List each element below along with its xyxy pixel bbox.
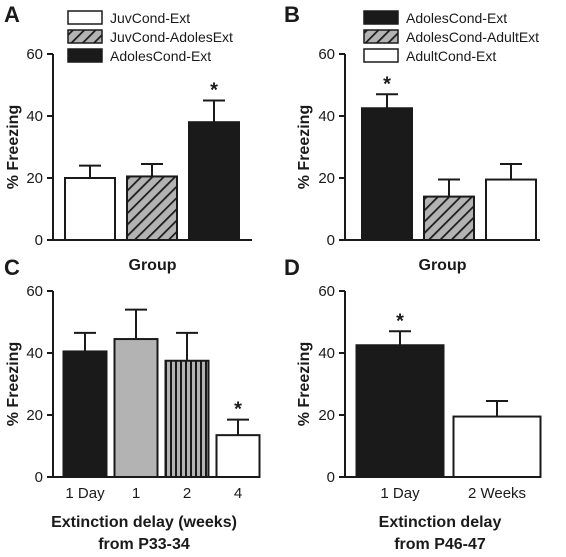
bar bbox=[452, 415, 542, 478]
legend-swatch bbox=[363, 48, 399, 63]
x-tick-label: 1 Day bbox=[380, 485, 420, 502]
bar bbox=[485, 178, 537, 242]
y-tick-label: 60 bbox=[318, 283, 335, 300]
y-tick-label: 20 bbox=[318, 170, 335, 187]
y-tick-label: 40 bbox=[26, 108, 43, 125]
y-tick-label: 40 bbox=[26, 345, 43, 362]
x-axis-title-line2: from P33-34 bbox=[98, 536, 190, 553]
y-tick-label: 0 bbox=[35, 469, 43, 486]
bar bbox=[355, 344, 445, 478]
y-tick-label: 40 bbox=[318, 345, 335, 362]
x-axis-title-line2: from P46-47 bbox=[394, 536, 486, 553]
x-tick-label: 2 Weeks bbox=[468, 485, 526, 502]
x-axis-title: Extinction delay bbox=[379, 514, 502, 531]
legend-label: AdultCond-Ext bbox=[406, 48, 496, 64]
significance-star: * bbox=[383, 73, 391, 95]
panel-letter: C bbox=[4, 255, 20, 280]
y-tick-label: 0 bbox=[327, 469, 335, 486]
x-axis-title: Group bbox=[129, 257, 177, 274]
y-tick-label: 0 bbox=[327, 232, 335, 249]
y-tick-label: 60 bbox=[318, 46, 335, 63]
significance-star: * bbox=[210, 80, 218, 102]
legend-swatch bbox=[67, 48, 103, 63]
y-axis-title: % Freezing bbox=[296, 105, 313, 189]
bar bbox=[215, 434, 261, 478]
significance-star: * bbox=[396, 310, 404, 332]
y-tick-label: 60 bbox=[26, 46, 43, 63]
y-axis-title: % Freezing bbox=[296, 342, 313, 426]
legend-swatch bbox=[67, 29, 103, 44]
panel-letter: A bbox=[4, 2, 20, 27]
y-axis-title: % Freezing bbox=[5, 105, 22, 189]
legend-swatch bbox=[363, 10, 399, 25]
bar bbox=[64, 177, 116, 241]
x-tick-label: 2 bbox=[183, 485, 191, 502]
y-tick-label: 20 bbox=[26, 407, 43, 424]
y-axis-title: % Freezing bbox=[5, 342, 22, 426]
bar bbox=[164, 359, 210, 478]
significance-star: * bbox=[234, 399, 242, 421]
legend-swatch bbox=[363, 29, 399, 44]
bar bbox=[423, 195, 475, 242]
y-tick-label: 20 bbox=[318, 407, 335, 424]
x-tick-label: 1 bbox=[132, 485, 140, 502]
y-tick-label: 0 bbox=[35, 232, 43, 249]
y-tick-label: 20 bbox=[26, 170, 43, 187]
legend-label: JuvCond-AdolesExt bbox=[110, 29, 233, 45]
bar bbox=[188, 121, 240, 241]
x-axis-title: Group bbox=[419, 257, 467, 274]
legend-label: AdolesCond-AdultExt bbox=[406, 29, 539, 45]
y-tick-label: 60 bbox=[26, 283, 43, 300]
bar bbox=[361, 107, 413, 241]
bar bbox=[126, 175, 178, 241]
legend-label: JuvCond-Ext bbox=[110, 10, 190, 26]
panel-letter: D bbox=[284, 255, 300, 280]
panel-letter: B bbox=[284, 2, 300, 27]
x-tick-label: 4 bbox=[234, 485, 242, 502]
x-tick-label: 1 Day bbox=[65, 485, 105, 502]
bar bbox=[62, 350, 108, 479]
legend-label: AdolesCond-Ext bbox=[110, 48, 211, 64]
x-axis-title: Extinction delay (weeks) bbox=[51, 514, 237, 531]
y-tick-label: 40 bbox=[318, 108, 335, 125]
legend-swatch bbox=[67, 10, 103, 25]
bar bbox=[113, 338, 159, 478]
legend-label: AdolesCond-Ext bbox=[406, 10, 507, 26]
